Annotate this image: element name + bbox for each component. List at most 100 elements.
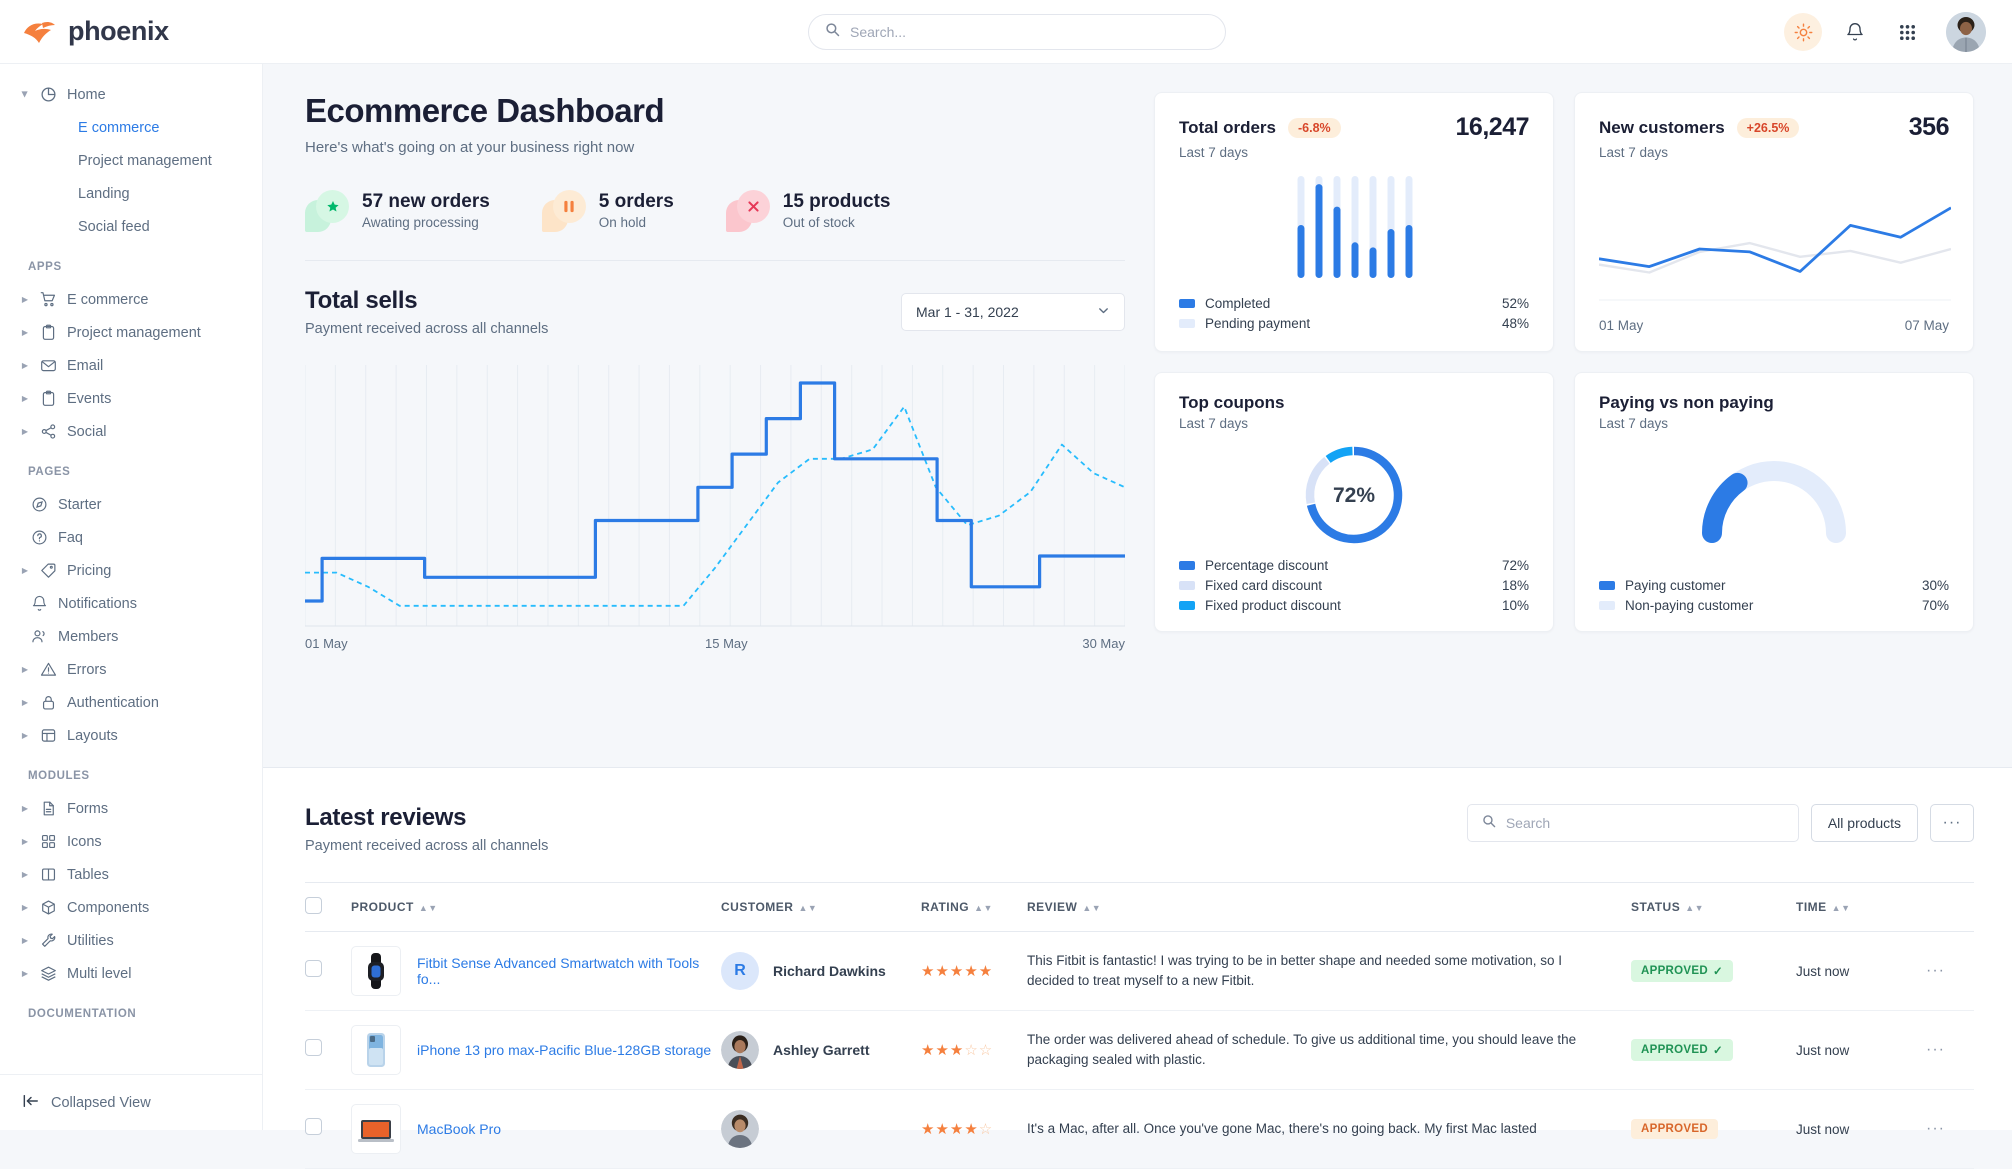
sidebar-item-label: Authentication <box>67 694 159 711</box>
reviews-search[interactable] <box>1466 804 1799 842</box>
legend-value: 48% <box>1501 316 1529 331</box>
customer-name: Richard Dawkins <box>773 963 886 979</box>
review-cell: It's a Mac, after all. Once you've gone … <box>1027 1089 1631 1169</box>
legend-label: Fixed card discount <box>1205 578 1323 593</box>
sidebar-nav: ▶ Home E commerce Project management Lan… <box>0 64 262 1073</box>
row-checkbox[interactable] <box>305 960 322 977</box>
product-link[interactable]: MacBook Pro <box>417 1121 502 1137</box>
latest-reviews-section: Latest reviews Payment received across a… <box>263 767 2012 1169</box>
sidebar-item-notifications[interactable]: Notifications <box>0 587 262 620</box>
sidebar-item-icons[interactable]: ▶ Icons <box>0 825 262 858</box>
row-more-button[interactable]: ··· <box>1926 962 1945 979</box>
product-link[interactable]: Fitbit Sense Advanced Smartwatch with To… <box>417 955 700 987</box>
all-products-button[interactable]: All products <box>1810 804 1918 842</box>
col-product[interactable]: PRODUCT ▲▼ <box>351 882 721 932</box>
sun-icon[interactable] <box>1784 13 1822 51</box>
reviews-more-button[interactable]: ··· <box>1930 804 1974 842</box>
bell-icon <box>30 594 49 613</box>
legend-value: 72% <box>1501 558 1529 573</box>
table-icon <box>39 865 58 884</box>
sidebar-item-label: Project management <box>67 324 201 341</box>
legend-label: Pending payment <box>1205 316 1311 331</box>
date-range-select[interactable]: Mar 1 - 31, 2022 <box>901 293 1125 331</box>
macbook-thumb <box>351 1104 401 1154</box>
sidebar-item-label: Home <box>67 86 106 103</box>
avatar: R <box>721 952 759 990</box>
sidebar-item-landing[interactable]: Landing <box>78 185 130 202</box>
sidebar-item-errors[interactable]: ▶ Errors <box>0 653 262 686</box>
brand-logo[interactable]: phoenix <box>0 16 263 47</box>
total-sells-xaxis: 01 May 15 May 30 May <box>305 636 1125 654</box>
col-label: PRODUCT <box>351 900 414 914</box>
total-sells-chart <box>303 365 1127 630</box>
sidebar-item-components[interactable]: ▶ Components <box>0 891 262 924</box>
sidebar-item-project-management-dash[interactable]: Project management <box>78 152 212 169</box>
card-title: New customers <box>1599 117 1725 137</box>
search-input[interactable] <box>850 24 1209 40</box>
sidebar-item-tables[interactable]: ▶ Tables <box>0 858 262 891</box>
nine-dots-icon[interactable] <box>1888 13 1926 51</box>
row-checkbox[interactable] <box>305 1039 322 1056</box>
sort-icon: ▲▼ <box>1831 903 1851 913</box>
global-search[interactable] <box>808 14 1226 50</box>
time-cell: Just now <box>1796 1010 1926 1090</box>
sidebar-item-project-management[interactable]: ▶ Project management <box>0 316 262 349</box>
sidebar-item-multi-level[interactable]: ▶ Multi level <box>0 957 262 990</box>
layout-icon <box>39 726 58 745</box>
sidebar-item-authentication[interactable]: ▶ Authentication <box>0 686 262 719</box>
sort-icon: ▲▼ <box>418 903 438 913</box>
main-content: Ecommerce Dashboard Here's what's going … <box>263 64 2012 1169</box>
clipboard-icon <box>39 389 58 408</box>
select-all-checkbox[interactable] <box>305 897 322 914</box>
sidebar-item-pricing[interactable]: ▶ Pricing <box>0 554 262 587</box>
sidebar-item-members[interactable]: Members <box>0 620 262 653</box>
chevron-right-icon: ▶ <box>21 903 29 912</box>
customer-cell: Ashley Garrett <box>721 1010 921 1090</box>
col-review[interactable]: REVIEW ▲▼ <box>1027 882 1631 932</box>
sidebar-item-starter[interactable]: Starter <box>0 488 262 521</box>
collapse-view-label: Collapsed View <box>51 1094 151 1111</box>
col-status[interactable]: STATUS ▲▼ <box>1631 882 1796 932</box>
col-rating[interactable]: RATING ▲▼ <box>921 882 1027 932</box>
top-coupons-donut: 72% <box>1179 439 1529 551</box>
card-title: Top coupons <box>1179 393 1285 412</box>
bell-icon[interactable] <box>1836 13 1874 51</box>
avatar <box>721 1031 759 1069</box>
status-badge: APPROVED <box>1631 1119 1718 1139</box>
kpi-cards-row-2: Top coupons Last 7 days 72% Percentage d… <box>1154 372 1974 632</box>
sidebar-item-social[interactable]: ▶ Social <box>0 415 262 448</box>
sidebar-item-utilities[interactable]: ▶ Utilities <box>0 924 262 957</box>
legend-label: Fixed product discount <box>1205 598 1341 613</box>
reviews-search-input[interactable] <box>1505 815 1784 831</box>
pause-icon <box>541 188 586 232</box>
row-more-button[interactable]: ··· <box>1926 1041 1945 1058</box>
sidebar-item-events[interactable]: ▶ Events <box>0 382 262 415</box>
sidebar-item-forms[interactable]: ▶ Forms <box>0 792 262 825</box>
row-checkbox[interactable] <box>305 1118 322 1135</box>
sidebar-item-social-feed[interactable]: Social feed <box>78 218 150 235</box>
reviews-subtitle: Payment received across all channels <box>305 838 549 854</box>
card-value: 16,247 <box>1455 113 1530 141</box>
legend-item: Completed 52% <box>1179 296 1529 311</box>
card-new-customers: New customers +26.5% 356 Last 7 days 01 … <box>1574 92 1974 352</box>
sidebar-item-label: Pricing <box>67 562 112 579</box>
avatar <box>721 1110 759 1148</box>
col-label: RATING <box>921 900 970 914</box>
legend-item: Paying customer 30% <box>1599 578 1949 593</box>
col-customer[interactable]: CUSTOMER ▲▼ <box>721 882 921 932</box>
sidebar-item-email[interactable]: ▶ Email <box>0 349 262 382</box>
page-title: Ecommerce Dashboard <box>305 92 665 129</box>
collapse-view-button[interactable]: Collapsed View <box>0 1074 262 1130</box>
row-more-button[interactable]: ··· <box>1926 1120 1945 1137</box>
col-time[interactable]: TIME ▲▼ <box>1796 882 1926 932</box>
status-label: APPROVED <box>1641 1123 1708 1135</box>
sidebar-item-e-commerce[interactable]: ▶ E commerce <box>0 283 262 316</box>
sidebar-item-label: Members <box>58 628 119 645</box>
sidebar-item-faq[interactable]: Faq <box>0 521 262 554</box>
product-link[interactable]: iPhone 13 pro max-Pacific Blue-128GB sto… <box>417 1042 712 1058</box>
avatar[interactable] <box>1946 12 1986 52</box>
sidebar-item-layouts[interactable]: ▶ Layouts <box>0 719 262 752</box>
hero-section: Ecommerce Dashboard Here's what's going … <box>263 64 2012 767</box>
sidebar-item-e-commerce-dash[interactable]: E commerce <box>78 119 160 136</box>
sidebar-item-home[interactable]: ▶ Home <box>0 78 262 111</box>
